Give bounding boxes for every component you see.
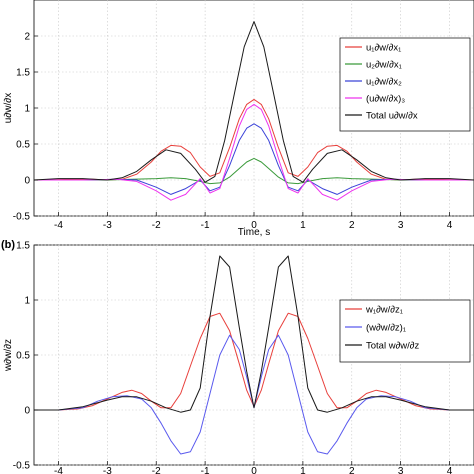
x-tick-label: -3 bbox=[103, 466, 112, 474]
legend-entry: u₁∂w/∂x₂ bbox=[366, 76, 402, 87]
x-tick-label: -1 bbox=[201, 220, 210, 231]
x-tick-label: 4 bbox=[447, 466, 453, 474]
legend-entry: u₂∂w/∂x₁ bbox=[366, 59, 402, 70]
series-line-a-4 bbox=[34, 103, 474, 201]
series-group-a bbox=[34, 21, 474, 201]
series-line-a-1 bbox=[34, 98, 474, 181]
legend-entry: (w∂w/∂z)₁ bbox=[366, 322, 406, 333]
x-tick-label: -3 bbox=[103, 220, 112, 231]
legend-a: u₁∂w/∂x₁ u₂∂w/∂x₁ u₁∂w/∂x₂ (u∂w/∂x)₃ Total u… bbox=[339, 37, 471, 132]
series-line-b-3 bbox=[34, 255, 474, 413]
panel-label-b: (b) bbox=[1, 239, 15, 251]
x-tick-label: 0 bbox=[251, 466, 257, 474]
panel-a: -4 -3 -2 -1 0 1 2 3 4 -0.5 0 0.5 1 1.5 2 Time, s u∂w/∂… bbox=[3, 0, 474, 238]
y-tick-label: 1.5 bbox=[16, 241, 30, 252]
legend-entry: Total u∂w/∂x bbox=[366, 110, 418, 121]
legend-box bbox=[339, 299, 471, 363]
x-tick-label: 1 bbox=[300, 466, 306, 474]
x-axis-label-a: Time, s bbox=[238, 227, 270, 238]
y-tick-label: 0.5 bbox=[16, 140, 30, 151]
x-tick-label: -4 bbox=[54, 220, 63, 231]
x-tick-label: -2 bbox=[152, 220, 161, 231]
ticks-a: -4 -3 -2 -1 0 1 2 3 4 -0.5 0 0.5 1 1.5 2 bbox=[13, 32, 453, 232]
x-tick-label: 4 bbox=[447, 220, 453, 231]
y-axis-label-b: w∂w/∂z bbox=[3, 339, 14, 372]
series-group-b bbox=[34, 255, 474, 455]
y-tick-label: -0.5 bbox=[13, 212, 31, 223]
y-axis-label-a: u∂w/∂x bbox=[3, 93, 14, 123]
y-tick-label: -0.5 bbox=[13, 461, 31, 472]
y-tick-label: 0 bbox=[24, 406, 30, 417]
x-tick-label: 3 bbox=[398, 466, 404, 474]
y-tick-label: 1 bbox=[24, 104, 30, 115]
legend-entry: (u∂w/∂x)₃ bbox=[366, 93, 405, 104]
x-tick-label: -4 bbox=[54, 466, 63, 474]
y-tick-label: 1.5 bbox=[16, 68, 30, 79]
y-tick-label: 1 bbox=[24, 296, 30, 307]
x-tick-label: 1 bbox=[300, 220, 306, 231]
x-tick-label: -1 bbox=[201, 466, 210, 474]
legend-entry: Total w∂w/∂z bbox=[366, 340, 419, 351]
y-tick-label: 0 bbox=[24, 176, 30, 187]
x-tick-label: 2 bbox=[349, 466, 355, 474]
panel-b: (b) -4 -3 -2 -1 0 1 2 3 4 -0.5 0 0.5 1 1.5 w∂w/∂z w₁∂… bbox=[1, 239, 474, 474]
x-tick-label: 0 bbox=[251, 220, 257, 231]
legend-entry: u₁∂w/∂x₁ bbox=[366, 42, 401, 53]
series-line-a-2 bbox=[34, 157, 474, 185]
y-tick-label: 2 bbox=[24, 32, 30, 43]
legend-b: w₁∂w/∂z₁ (w∂w/∂z)₁ Total w∂w/∂z bbox=[339, 299, 471, 363]
series-line-a-5 bbox=[34, 21, 474, 183]
series-line-a-3 bbox=[34, 123, 474, 195]
legend-entry: w₁∂w/∂z₁ bbox=[365, 304, 403, 315]
ticks-b: -4 -3 -2 -1 0 1 2 3 4 -0.5 0 0.5 1 1.5 bbox=[13, 241, 453, 474]
y-tick-label: 0.5 bbox=[16, 351, 30, 362]
x-tick-label: 3 bbox=[398, 220, 404, 231]
x-tick-label: 2 bbox=[349, 220, 355, 231]
x-tick-label: -2 bbox=[152, 466, 161, 474]
